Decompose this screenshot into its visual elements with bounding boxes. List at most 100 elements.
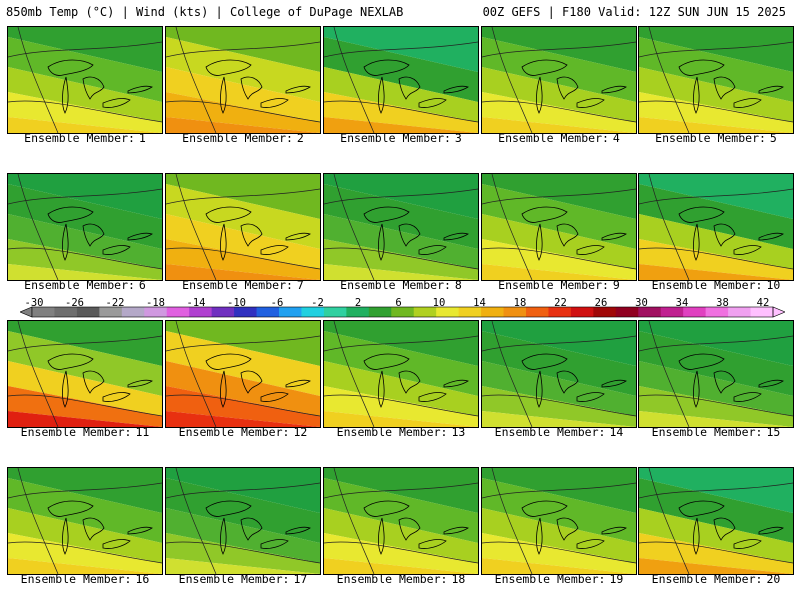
lake-outline bbox=[127, 526, 153, 535]
colorbar-swatch bbox=[526, 307, 549, 317]
isoheight-contour bbox=[639, 247, 793, 270]
lake-outline bbox=[363, 59, 410, 76]
lake-outline bbox=[693, 223, 700, 261]
lake-outline bbox=[62, 223, 69, 261]
temperature-band bbox=[166, 264, 320, 280]
isoheight-contour bbox=[8, 482, 162, 499]
lake-outline bbox=[127, 232, 153, 241]
colorbar-swatch bbox=[728, 307, 752, 317]
temperature-map bbox=[639, 27, 793, 133]
lake-outline bbox=[260, 245, 289, 255]
lake-outline bbox=[260, 539, 289, 549]
lake-outline bbox=[758, 85, 784, 94]
lake-outline bbox=[205, 59, 252, 76]
lake-outline bbox=[758, 379, 784, 388]
colorbar-swatch bbox=[436, 307, 460, 317]
temperature-band bbox=[324, 411, 478, 427]
temperature-map bbox=[8, 27, 162, 133]
temperature-map bbox=[482, 174, 636, 280]
ensemble-map-panel bbox=[638, 320, 794, 428]
temperature-band bbox=[639, 264, 793, 280]
lake-outline bbox=[363, 206, 410, 223]
lake-outline bbox=[47, 353, 94, 370]
caption-prefix: Ensemble Member: bbox=[651, 572, 763, 586]
lake-outline bbox=[363, 353, 410, 370]
temperature-map bbox=[324, 321, 478, 427]
lake-outline bbox=[260, 392, 289, 402]
temperature-map bbox=[166, 174, 320, 280]
lake-outline bbox=[521, 500, 568, 517]
isoheight-contour bbox=[482, 541, 636, 564]
isoheight-contour bbox=[324, 41, 478, 58]
member-caption: Ensemble Member: 5 bbox=[637, 131, 795, 145]
member-caption: Ensemble Member: 8 bbox=[322, 278, 480, 292]
temperature-band bbox=[8, 468, 162, 513]
ensemble-map-panel bbox=[7, 26, 163, 134]
caption-prefix: Ensemble Member: bbox=[182, 278, 293, 292]
colorbar-swatch bbox=[189, 307, 213, 317]
colorbar-tick-label: 2 bbox=[354, 297, 362, 309]
ensemble-map-panel bbox=[481, 320, 637, 428]
caption-prefix: Ensemble Member: bbox=[498, 131, 609, 145]
member-number: 3 bbox=[454, 131, 462, 145]
ensemble-map-panel bbox=[7, 320, 163, 428]
member-caption: Ensemble Member: 4 bbox=[480, 131, 638, 145]
colorbar-swatch bbox=[503, 307, 527, 317]
lake-outline bbox=[443, 232, 469, 241]
ensemble-map-panel bbox=[7, 467, 163, 575]
lake-outline bbox=[102, 98, 131, 108]
colorbar-swatch bbox=[54, 307, 78, 317]
member-number: 18 bbox=[451, 572, 466, 586]
isoheight-contour bbox=[324, 394, 478, 417]
temperature-band bbox=[482, 411, 636, 427]
lake-outline bbox=[205, 353, 252, 370]
temperature-map bbox=[324, 468, 478, 574]
lake-outline bbox=[62, 76, 69, 114]
isoheight-contour bbox=[324, 100, 478, 123]
temperature-map bbox=[482, 27, 636, 133]
temperature-band bbox=[8, 411, 162, 427]
temperature-band bbox=[639, 468, 793, 513]
isoheight-contour bbox=[166, 41, 320, 58]
colorbar-swatch bbox=[368, 307, 392, 317]
colorbar-tick-label: 30 bbox=[635, 297, 648, 309]
lake-outline bbox=[601, 232, 627, 241]
caption-prefix: Ensemble Member: bbox=[655, 131, 766, 145]
lake-outline bbox=[378, 517, 385, 555]
lake-outline bbox=[398, 76, 421, 100]
lake-outline bbox=[733, 539, 762, 549]
lake-outline bbox=[240, 223, 263, 247]
isoheight-contour bbox=[166, 394, 320, 417]
isoheight-contour bbox=[8, 188, 162, 205]
isoheight-contour bbox=[8, 541, 162, 564]
member-number: 17 bbox=[293, 572, 308, 586]
lake-outline bbox=[62, 370, 69, 408]
lake-outline bbox=[398, 223, 421, 247]
temperature-band bbox=[324, 361, 478, 416]
member-caption: Ensemble Member: 12 bbox=[164, 425, 322, 439]
isoheight-contour bbox=[166, 188, 320, 205]
temperature-band bbox=[482, 361, 636, 416]
ensemble-map-panel bbox=[165, 467, 321, 575]
temperature-band bbox=[8, 117, 162, 133]
temperature-band bbox=[8, 264, 162, 280]
lake-outline bbox=[576, 245, 605, 255]
lake-outline bbox=[556, 517, 579, 541]
lake-outline bbox=[678, 206, 725, 223]
lake-outline bbox=[601, 526, 627, 535]
colorbar-swatch bbox=[391, 307, 415, 317]
temperature-band bbox=[324, 174, 478, 219]
isoheight-contour bbox=[8, 247, 162, 270]
colorbar-swatch bbox=[481, 307, 505, 317]
colorbar-tick-label: 14 bbox=[473, 297, 486, 309]
colorbar-tick-label: 34 bbox=[675, 297, 689, 309]
lake-outline bbox=[678, 500, 725, 517]
ensemble-map-panel bbox=[638, 467, 794, 575]
isoheight-contour bbox=[333, 468, 375, 574]
temperature-band bbox=[324, 214, 478, 269]
caption-prefix: Ensemble Member: bbox=[494, 425, 606, 439]
temperature-band bbox=[8, 508, 162, 563]
isoheight-contour bbox=[175, 321, 217, 427]
member-number: 6 bbox=[138, 278, 146, 292]
member-number: 10 bbox=[766, 278, 781, 292]
